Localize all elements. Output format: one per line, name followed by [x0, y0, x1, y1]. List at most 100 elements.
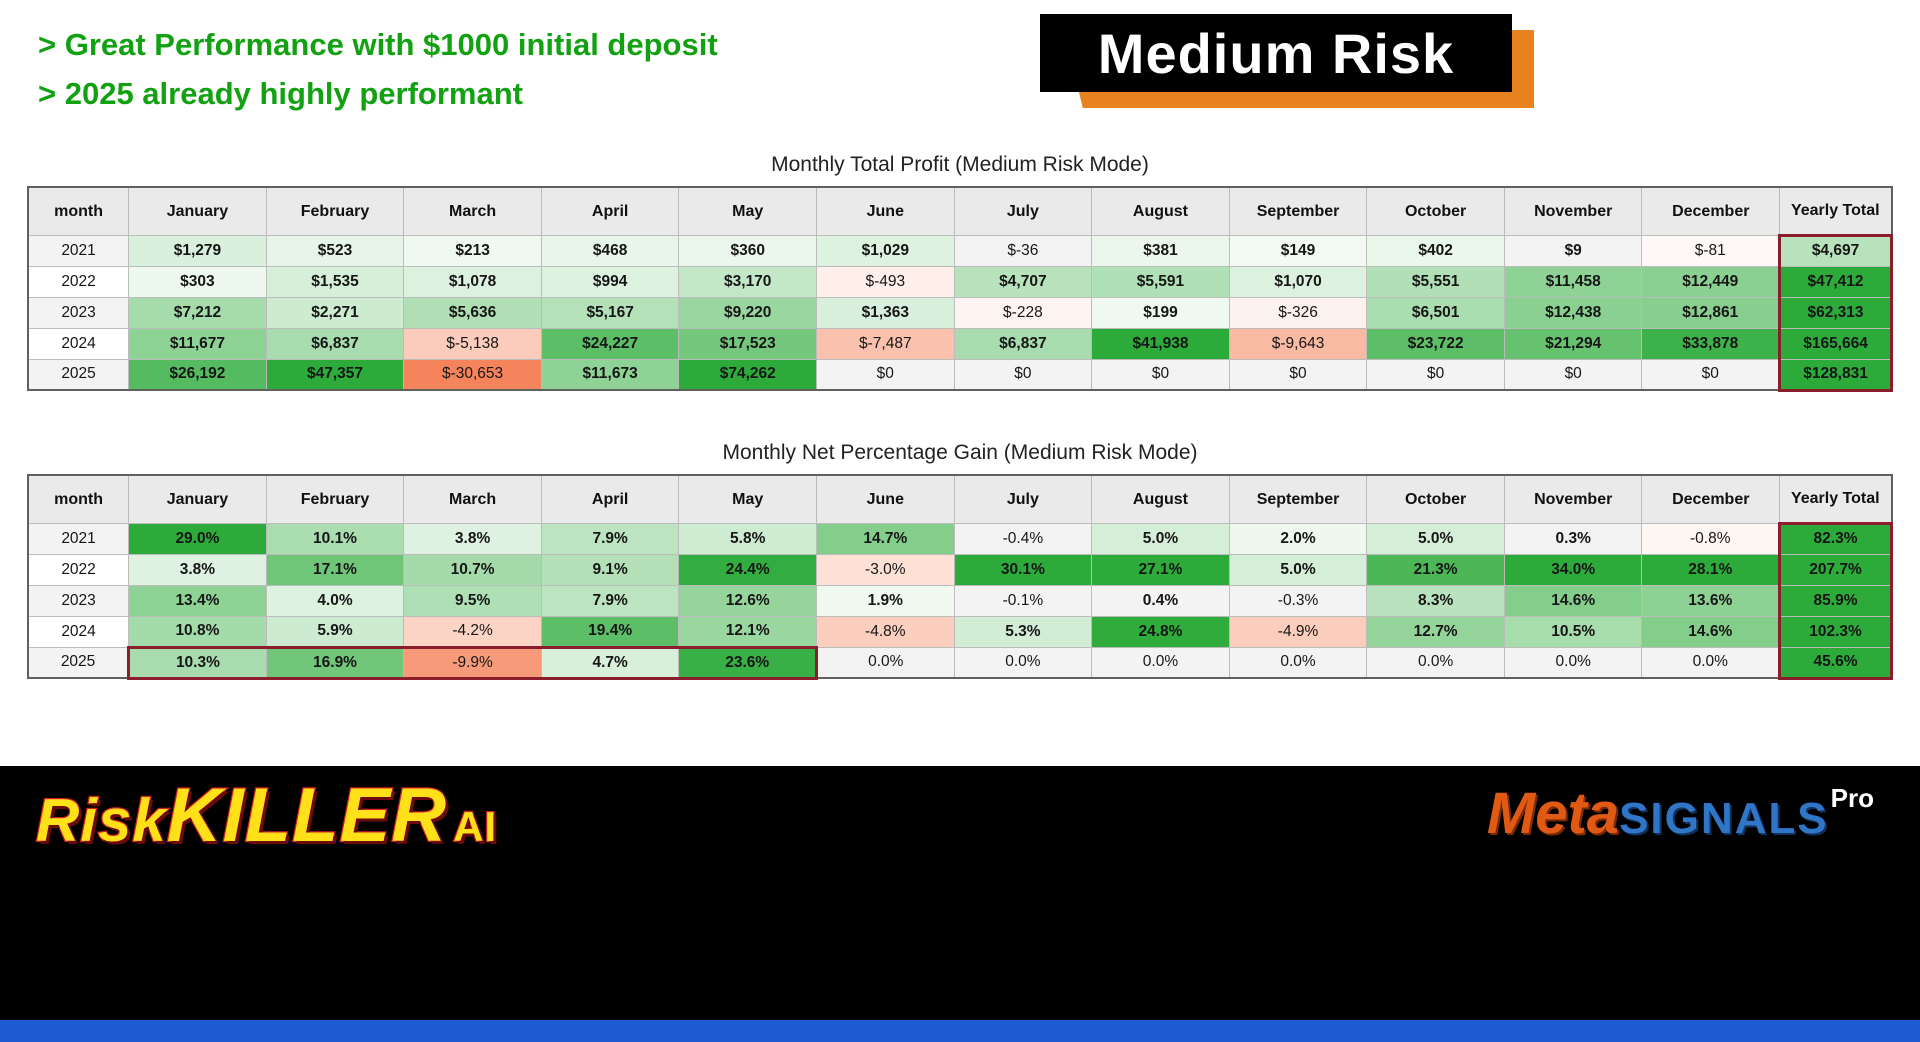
- column-header: Yearly Total: [1779, 186, 1892, 236]
- value-cell: 5.8%: [678, 522, 818, 555]
- value-cell: $-9,643: [1228, 327, 1368, 360]
- value-cell: 14.7%: [816, 522, 955, 555]
- column-header: April: [540, 474, 680, 524]
- value-cell: $-81: [1641, 234, 1781, 267]
- value-cell: $-30,653: [403, 358, 542, 391]
- value-cell: 28.1%: [1641, 553, 1781, 586]
- header-bullets: > Great Performance with $1000 initial d…: [38, 20, 718, 118]
- value-cell: 7.9%: [540, 584, 680, 617]
- value-cell: 10.1%: [265, 522, 405, 555]
- column-header: August: [1091, 474, 1230, 524]
- value-cell: $1,070: [1228, 265, 1368, 298]
- value-cell: 3.8%: [128, 553, 267, 586]
- value-cell: 3.8%: [403, 522, 542, 555]
- value-cell: 102.3%: [1778, 615, 1893, 648]
- header-bullet-2: > 2025 already highly performant: [38, 76, 523, 111]
- riskkiller-logo-ai: AI: [452, 802, 498, 852]
- value-cell: 12.7%: [1366, 615, 1505, 648]
- value-cell: 34.0%: [1503, 553, 1643, 586]
- column-header: March: [403, 186, 542, 236]
- column-header: September: [1228, 474, 1368, 524]
- value-cell: $47,412: [1778, 265, 1893, 298]
- value-cell: $11,673: [540, 358, 680, 391]
- riskkiller-logo-killer: KILLER: [165, 772, 448, 860]
- column-header: September: [1228, 186, 1368, 236]
- value-cell: 5.0%: [1366, 522, 1505, 555]
- value-cell: 10.8%: [128, 615, 267, 648]
- value-cell: 207.7%: [1778, 553, 1893, 586]
- value-cell: 16.9%: [265, 645, 405, 680]
- profit-table-title: Monthly Total Profit (Medium Risk Mode): [771, 153, 1149, 176]
- header-bullet-1: > Great Performance with $1000 initial d…: [38, 27, 718, 62]
- value-cell: $0: [816, 358, 955, 391]
- value-cell: 0.0%: [1228, 646, 1368, 679]
- value-cell: $11,458: [1503, 265, 1643, 298]
- column-header: May: [678, 186, 818, 236]
- riskkiller-logo-risk: Risk: [35, 786, 167, 856]
- column-header: January: [128, 474, 267, 524]
- value-cell: $6,837: [953, 327, 1093, 360]
- value-cell: 24.8%: [1091, 615, 1230, 648]
- column-header: December: [1641, 186, 1781, 236]
- value-cell: $12,861: [1641, 296, 1781, 329]
- value-cell: -4.9%: [1228, 615, 1368, 648]
- value-cell: $1,078: [403, 265, 542, 298]
- column-header: August: [1091, 186, 1230, 236]
- medium-risk-badge: Medium Risk: [1040, 14, 1534, 108]
- year-cell: 2023: [27, 584, 130, 617]
- value-cell: $23,722: [1366, 327, 1505, 360]
- value-cell: $5,551: [1366, 265, 1505, 298]
- value-cell: 2.0%: [1228, 522, 1368, 555]
- value-cell: $26,192: [128, 358, 267, 391]
- value-cell: 23.6%: [678, 645, 819, 680]
- metasignals-logo-meta: Meta: [1486, 781, 1620, 846]
- profit-table: month January February March April May June Jul…: [27, 186, 1893, 392]
- value-cell: $47,357: [265, 358, 405, 391]
- value-cell: 1.9%: [816, 584, 955, 617]
- value-cell: 0.0%: [953, 646, 1093, 679]
- value-cell: $0: [1503, 358, 1643, 391]
- column-header: Yearly Total: [1779, 474, 1892, 524]
- value-cell: 10.5%: [1503, 615, 1643, 648]
- value-cell: 13.4%: [128, 584, 267, 617]
- year-cell: 2022: [27, 265, 130, 298]
- value-cell: $128,831: [1778, 358, 1893, 392]
- value-cell: $1,029: [816, 234, 955, 267]
- year-cell: 2025: [27, 646, 130, 679]
- value-cell: -9.9%: [403, 645, 542, 680]
- column-header: January: [128, 186, 267, 236]
- metasignals-logo: Meta SIGNALS Pro: [1487, 780, 1874, 847]
- value-cell: $9: [1503, 234, 1643, 267]
- value-cell: 5.9%: [265, 615, 405, 648]
- value-cell: $402: [1366, 234, 1505, 267]
- value-cell: $213: [403, 234, 542, 267]
- percent-table: month January February March April May June Jul…: [27, 474, 1893, 680]
- value-cell: 85.9%: [1778, 584, 1893, 617]
- percent-table-title: Monthly Net Percentage Gain (Medium Risk…: [722, 441, 1198, 464]
- value-cell: $-326: [1228, 296, 1368, 329]
- value-cell: 30.1%: [953, 553, 1093, 586]
- footer-bar: Risk KILLER AI Meta SIGNALS Pro: [0, 766, 1920, 1020]
- value-cell: 0.0%: [1091, 646, 1230, 679]
- value-cell: 5.0%: [1228, 553, 1368, 586]
- value-cell: 45.6%: [1778, 646, 1893, 680]
- value-cell: $17,523: [678, 327, 818, 360]
- value-cell: 0.3%: [1503, 522, 1643, 555]
- value-cell: -0.4%: [953, 522, 1093, 555]
- value-cell: $199: [1091, 296, 1230, 329]
- value-cell: -0.1%: [953, 584, 1093, 617]
- value-cell: $0: [1641, 358, 1781, 391]
- value-cell: $12,438: [1503, 296, 1643, 329]
- column-header: June: [816, 186, 955, 236]
- value-cell: $11,677: [128, 327, 267, 360]
- value-cell: 9.5%: [403, 584, 542, 617]
- value-cell: -0.8%: [1641, 522, 1781, 555]
- value-cell: $62,313: [1778, 296, 1893, 329]
- column-header: May: [678, 474, 818, 524]
- value-cell: $-228: [953, 296, 1093, 329]
- value-cell: 5.3%: [953, 615, 1093, 648]
- column-header: month: [27, 474, 130, 524]
- value-cell: $4,697: [1778, 233, 1893, 267]
- column-header: March: [403, 474, 542, 524]
